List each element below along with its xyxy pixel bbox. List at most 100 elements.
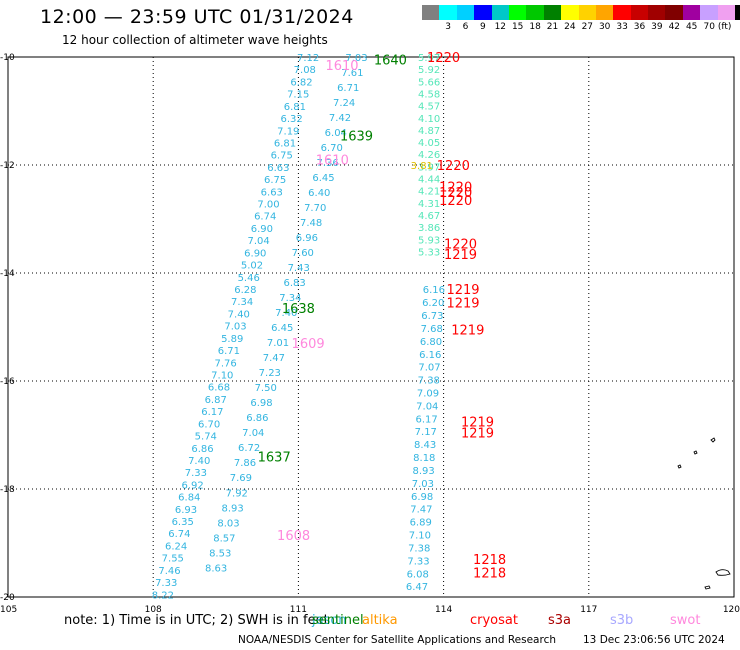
legend-altika: altika [362,613,398,628]
wave-height-value: 6.70 [321,143,343,154]
map-frame [7,56,735,598]
colorbar-swatch [665,5,683,20]
wave-height-value: 7.48 [300,218,322,229]
wave-height-value: 7.03 [224,322,246,333]
colorbar-swatch [526,5,544,20]
wave-height-value: 5.89 [221,334,243,345]
wave-height-value: 6.83 [283,278,305,289]
colorbar-swatch [735,5,740,20]
wave-height-value: 7.43 [288,263,310,274]
colorbar-swatch [578,5,596,20]
lon-tick-label: 111 [290,605,307,615]
colorbar-label: 30 [598,22,611,32]
wave-height-value: 6.92 [181,480,203,491]
wave-height-value: 6.73 [421,311,443,322]
wave-height-value: 6.08 [407,569,429,580]
wave-height-value: 7.03 [345,53,367,64]
island-2 [693,450,698,455]
wave-height-value: 4.31 [418,199,440,210]
wave-height-value: 6.45 [271,323,293,334]
wave-height-value: 6.87 [205,395,227,406]
wave-height-value: 6.81 [284,102,306,113]
wave-height-values: 8.227.337.467.556.246.746.356.936.846.92… [152,53,445,601]
wave-height-value: 6.93 [175,505,197,516]
wave-height-colorbar [422,5,740,20]
wave-height-value: 7.47 [410,505,432,516]
map-border [7,56,735,598]
wave-height-value: 8.53 [209,548,231,559]
pass-time-label: 1219 [461,426,494,441]
wave-height-value: 6.72 [238,443,260,454]
wave-height-value: 6.68 [208,383,230,394]
wave-height-value: 8.43 [414,440,436,451]
lat-tick-label: -16 [0,377,15,387]
wave-height-value: 5.46 [238,273,260,284]
wave-height-value: 6.17 [415,414,437,425]
wave-height-value: 6.89 [410,518,432,529]
wave-height-value: 8.93 [412,466,434,477]
wave-height-value: 7.23 [259,368,281,379]
wave-height-value: 7.04 [242,428,264,439]
colorbar-swatch [717,5,736,20]
colorbar-label: 3 [445,22,451,32]
pass-time-label: 1610 [325,59,358,74]
wave-height-value: 4.05 [418,138,440,149]
colorbar-swatch [595,5,614,20]
legend-cryosat: cryosat [470,613,518,628]
wave-height-value: 5.33 [418,247,440,258]
colorbar-swatch [474,5,492,20]
wave-height-value: 7.42 [329,113,351,124]
wave-height-value: 7.33 [407,556,429,567]
wave-height-value: 6.16 [423,285,445,296]
lon-tick-label: 117 [580,605,597,615]
colorbar-label: 42 [668,22,681,32]
colorbar-label: 45 [685,22,698,32]
colorbar-swatch [613,5,631,20]
lon-tick-label: 120 [723,605,740,615]
wave-height-value: 6.71 [218,346,240,357]
pass-time-label: 1639 [340,129,373,144]
wave-height-value: 6.90 [251,224,273,235]
wave-height-value: 3.97 [418,162,440,173]
wave-height-value: 3.86 [418,223,440,234]
wave-height-value: 6.90 [244,248,266,259]
colorbar-label: 70 (ft) [703,22,732,32]
pass-time-label: 1220 [427,51,460,66]
wave-height-value: 7.12 [297,53,319,64]
wave-height-value: 6.81 [274,139,296,150]
wave-height-value: 4.21 [418,187,440,198]
map-subtitle: 12 hour collection of altimeter wave hei… [62,33,328,47]
wave-height-value: 6.04 [325,128,347,139]
pass-time-label: 1609 [292,337,325,352]
island-1 [710,437,716,443]
pass-time-label: 1220 [439,181,472,196]
wave-height-value: 6.86 [191,444,213,455]
wave-height-value: 6.86 [246,413,268,424]
colorbar-label: 12 [494,22,507,32]
colorbar-label: 24 [564,22,576,32]
wave-height-value: 6.71 [337,83,359,94]
pass-time-label: 1637 [258,451,291,466]
wave-height-value: 4.57 [418,102,440,113]
legend-s3a: s3a [548,613,572,628]
lat-tick-label: -14 [0,269,15,279]
wave-height-value: 7.60 [292,248,314,259]
wave-height-value: 8.22 [152,590,174,601]
wave-height-value: 6.75 [271,151,293,162]
wave-height-value: 7.40 [188,456,210,467]
wave-height-value: 7.34 [279,293,301,304]
axis-ticks: 105 108 111 114 117 120 -10 -12 -14 -16 -18 -20 [0,53,740,615]
wave-height-value: 7.38 [418,376,440,387]
wave-height-value: 8.03 [217,518,239,529]
wave-height-value: 7.50 [255,383,277,394]
wave-height-value: 6.45 [312,173,334,184]
wave-height-value: 7.34 [231,297,253,308]
footer-timestamp: 13 Dec 23:06:56 UTC 2024 [583,634,725,646]
colorbar-swatch [543,5,562,20]
colorbar-label: 36 [633,22,646,32]
colorbar-swatch [561,5,579,20]
pass-time-label: 1219 [444,248,477,263]
wave-height-value: 3.81 [411,161,433,172]
wave-height-value: 6.47 [406,582,428,593]
